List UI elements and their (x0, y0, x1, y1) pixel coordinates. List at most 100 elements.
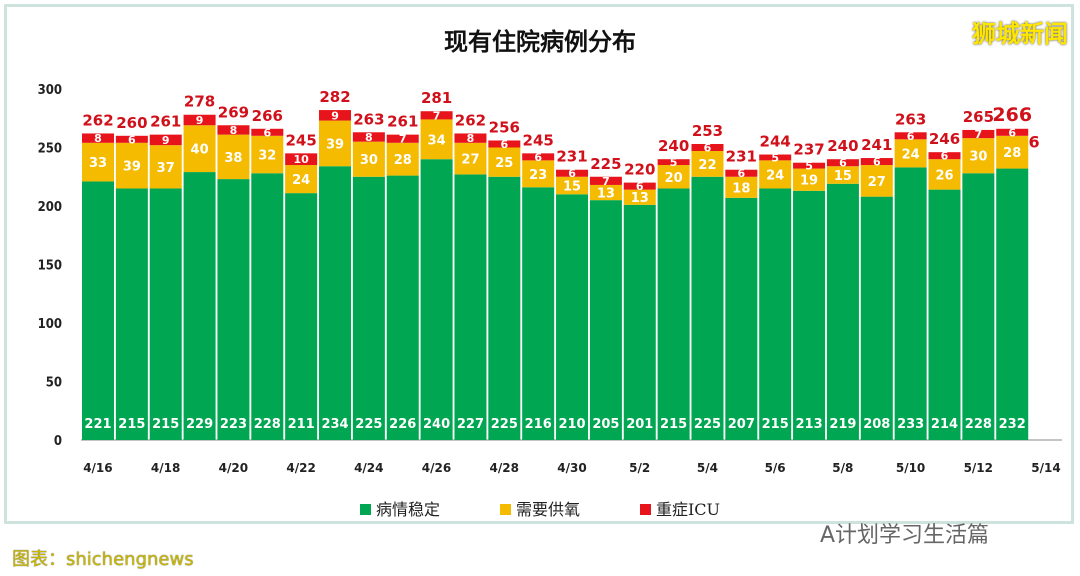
bar-total-label: 282 (319, 88, 350, 106)
bar-segment-stable (420, 159, 453, 440)
bar-segment-oxygen (454, 142, 487, 175)
bar-segment-stable (319, 166, 352, 440)
bar-segment-icu (285, 153, 318, 166)
bar-segment-icu (217, 125, 250, 135)
bar-segment-oxygen (183, 125, 216, 173)
legend-label: 重症ICU (655, 500, 721, 519)
bar-segment-stable (149, 188, 182, 440)
bar-segment-icu (589, 176, 622, 185)
legend-swatch (359, 504, 371, 515)
x-tick-label: 5/8 (832, 461, 853, 475)
legend-item-oxygen: 需要供氧 (499, 496, 580, 520)
bar-segment-oxygen (115, 142, 148, 189)
x-tick-label: 4/20 (219, 461, 248, 475)
legend-item-stable: 病情稳定 (359, 496, 440, 520)
bar-value-label: 228 (965, 417, 992, 432)
bar-value-label: 226 (389, 417, 416, 432)
bar-segment-oxygen (793, 168, 826, 191)
bar-total-label: 256 (489, 118, 520, 136)
bar-segment-stable (894, 167, 927, 440)
bar-segment-oxygen (319, 120, 352, 167)
bar-segment-oxygen (149, 145, 182, 189)
bar-value-label: 10 (294, 153, 310, 166)
bar-value-label: 201 (626, 417, 653, 432)
bar-segment-icu (793, 162, 826, 169)
bar-value-label: 6 (873, 156, 881, 169)
bar-total-label: 240 (827, 137, 858, 155)
bar-value-label: 211 (288, 417, 315, 432)
bar-value-label: 26 (935, 168, 953, 183)
bar-segment-icu (115, 135, 148, 143)
y-tick-label: 0 (54, 434, 62, 449)
bar-segment-oxygen (556, 176, 589, 195)
bar-value-label: 213 (795, 417, 822, 432)
bar-value-label: 30 (360, 153, 378, 168)
bar-segment-oxygen (217, 134, 250, 180)
bar-segment-icu (928, 152, 961, 160)
bar-value-label: 28 (1003, 146, 1021, 161)
bar-value-label: 20 (665, 171, 683, 186)
bar-segment-stable (996, 168, 1029, 440)
y-tick-label: 250 (38, 142, 62, 157)
bar-segment-stable (759, 188, 792, 440)
bar-value-label: 216 (525, 417, 552, 432)
bar-value-label: 40 (191, 143, 209, 158)
bar-total-label: 263 (353, 110, 384, 128)
bar-value-label: 38 (224, 151, 242, 166)
x-tick-label: 4/30 (557, 461, 586, 475)
bar-total-label: 266 (992, 104, 1032, 126)
bar-segment-icu (657, 159, 690, 166)
bar-segment-oxygen (826, 166, 859, 184)
bar-value-label: 6 (534, 151, 542, 164)
bar-total-label: 240 (658, 137, 689, 155)
bar-value-label: 32 (258, 149, 276, 164)
bar-value-label: 6 (941, 150, 949, 163)
x-tick-label: 4/18 (151, 461, 180, 475)
x-tick-label: 4/26 (422, 461, 451, 475)
bar-segment-icu (996, 128, 1029, 136)
bar-value-label: 223 (220, 417, 247, 432)
bar-segment-stable (352, 176, 385, 440)
bar-value-label: 6 (500, 138, 508, 151)
bar-value-label: 39 (123, 160, 141, 175)
bar-value-label: 23 (529, 168, 547, 183)
bar-segment-icu (386, 134, 419, 143)
bar-total-label: 262 (455, 111, 486, 129)
bar-value-label: 27 (868, 175, 886, 190)
y-tick-label: 50 (46, 376, 62, 391)
x-tick-label: 4/24 (354, 461, 383, 475)
bar-segment-icu (522, 153, 555, 161)
bar-segment-oxygen (691, 151, 724, 177)
bar-value-label: 15 (834, 169, 852, 184)
bar-value-label: 34 (428, 133, 446, 148)
bar-segment-icu (962, 129, 995, 139)
bar-value-label: 240 (423, 417, 450, 432)
bar-value-label: 39 (326, 137, 344, 152)
bar-value-label: 9 (331, 109, 339, 122)
x-tick-label: 5/2 (629, 461, 650, 475)
bar-value-label: 215 (118, 417, 145, 432)
bar-segment-oxygen (962, 138, 995, 174)
bar-segment-oxygen (82, 142, 114, 182)
bar-segment-stable (691, 176, 724, 440)
bar-total-label: 231 (726, 148, 757, 166)
bar-value-label: 28 (394, 153, 412, 168)
bar-total-label: 266 (252, 107, 283, 125)
bar-segment-stable (657, 188, 690, 440)
icu-annotation: 6 (1029, 133, 1040, 152)
bar-value-label: 229 (186, 417, 213, 432)
bar-segment-oxygen (386, 142, 419, 176)
bar-value-label: 5 (771, 151, 779, 164)
bar-total-label: 241 (861, 136, 892, 154)
bar-value-label: 25 (495, 156, 513, 171)
bar-value-label: 13 (597, 187, 615, 202)
bar-value-label: 6 (704, 142, 712, 155)
bar-total-label: 278 (184, 93, 215, 111)
bar-value-label: 24 (902, 147, 920, 162)
bar-segment-oxygen (352, 141, 385, 177)
legend-swatch (639, 504, 651, 515)
bar-segment-stable (183, 172, 216, 440)
bar-value-label: 8 (467, 132, 475, 145)
bar-segment-stable (251, 173, 284, 441)
bar-segment-icu (860, 158, 893, 166)
